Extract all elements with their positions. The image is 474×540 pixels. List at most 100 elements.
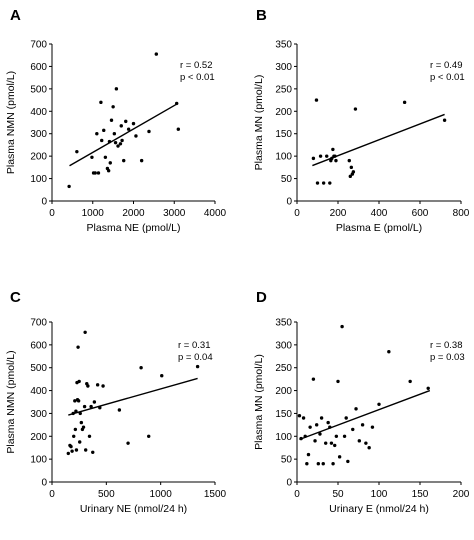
panel-d-data-point [306,452,311,457]
panel-d-x-tick-label: 0 [294,489,300,500]
panel-b-data-point [311,156,316,161]
panel-c-data-point [82,404,87,409]
panel-b-data-point [333,154,337,158]
panel-d-data-point [377,402,381,406]
panel-a-data-point [107,139,112,144]
panel-d-data-point [351,427,355,432]
panel-d-data-point [426,386,430,390]
panel-c-data-point [83,448,88,452]
panel-c-data-point [76,345,80,349]
panel-a-data-point [100,138,104,143]
panel-d-data-point [367,446,371,450]
panel-a-letter: A [10,7,21,24]
panel-c-data-point [92,400,97,404]
panel-c-data-point [74,448,79,452]
panel-a-regression-line [69,102,179,167]
panel-c-data-point [160,374,164,378]
panel-a-data-point [93,171,97,175]
panel-c-x-axis-label: Urinary NE (nmol/24 h) [80,503,187,515]
panel-d-data-point [408,379,412,384]
panel-b-data-point [347,158,351,163]
panel-a-y-tick-label: 100 [30,174,47,185]
panel-c-y-tick-label: 0 [41,478,47,489]
panel-a-y-tick-label: 500 [30,84,47,95]
panel-c-data-point [73,399,77,403]
panel-c-r-value: r = 0.31 [178,340,210,351]
panel-c-y-tick-label: 600 [30,340,47,351]
panel-c-p-value: p = 0.04 [178,352,213,363]
panel-c-y-tick-label: 100 [30,455,47,466]
panel-b-y-tick-label: 250 [275,84,292,95]
panel-b-r-value: r = 0.49 [430,60,462,71]
panel-a-data-point [103,155,108,159]
panel-b-data-point [321,181,326,185]
panel-c-data-point [87,434,92,438]
panel-d-data-point [324,441,328,445]
panel-d-x-tick-label: 200 [453,489,470,500]
panel-c-data-point [70,449,74,453]
panel-b-data-point [331,147,335,152]
panel-d-data-point [318,432,322,436]
panel-d-data-point [357,439,362,443]
panel-d-data-point [299,436,303,441]
panel-d-letter: D [256,289,267,306]
panel-a-data-point [67,184,71,189]
panel-b-x-axis-label: Plasma E (pmol/L) [336,222,422,234]
panel-d-data-point [319,416,324,420]
panel-d-y-tick-label: 150 [275,409,292,420]
panel-c-data-point [77,379,81,384]
panel-b-x-tick-label: 400 [371,208,388,219]
panel-d-x-tick-label: 50 [332,489,344,500]
panel-a-data-point [126,127,131,131]
panel-a-data-point [99,100,103,105]
panel-b-data-point [334,158,338,163]
panel-d-data-point [329,441,334,445]
panel-c-data-point [69,444,73,449]
panel-b-x-tick-label: 0 [294,208,300,219]
panel-c-y-tick-label: 300 [30,409,47,420]
panel-d-y-tick-label: 350 [275,318,292,329]
panel-c-x-tick-label: 0 [49,489,55,500]
panel-d-y-tick-label: 0 [286,478,292,489]
panel-c-x-tick-label: 1000 [150,489,173,500]
panel-a-data-point [111,105,115,109]
panel-d-data-point [334,434,339,438]
panel-c-data-point [147,434,151,438]
panel-d-x-axis-label: Urinary E (nmol/24 h) [329,503,429,515]
panel-d-data-point [331,462,335,466]
panel-d-y-tick-label: 250 [275,363,292,374]
panel-b-data-point [348,174,352,179]
panel-c-data-point [81,425,86,429]
panel-c-data-point [83,330,87,334]
panel-c-regression-line [68,377,198,416]
panel-a-x-tick-label: 0 [49,208,55,219]
panel-d-y-tick-label: 50 [281,455,293,466]
panel-b-letter: B [256,7,267,24]
panel-d-data-point [344,416,348,420]
panel-c-data-point [73,427,78,432]
panel-d-y-tick-label: 200 [275,386,292,397]
panel-a-x-tick-label: 4000 [204,208,227,219]
panel-a-data-point [102,128,106,133]
panel-b-x-tick-label: 600 [412,208,429,219]
panel-a-data-point [112,132,117,136]
panel-a-data-point [114,87,119,91]
panel-d-y-tick-label: 300 [275,340,292,351]
panel-d-data-point [342,434,347,438]
panel-d-p-value: p = 0.03 [430,352,465,363]
panel-d-data-point [336,379,340,384]
panel-d-data-point [313,439,317,443]
panel-a-x-tick-label: 2000 [122,208,145,219]
panel-c-data-point [78,440,82,444]
panel-b-data-point [349,165,354,170]
panel-a-y-tick-label: 600 [30,62,47,73]
panel-a-y-axis-label: Plasma NMN (pmol/L) [5,71,17,174]
panel-a-data-point [134,134,138,138]
panel-a-data-point [106,169,111,173]
panel-c-y-tick-label: 500 [30,363,47,374]
panel-a-data-point [119,124,123,128]
panel-a-p-value: p < 0.01 [180,72,215,83]
panel-b-data-point [314,98,319,102]
panel-d-data-point [337,455,342,459]
panel-c-y-axis-label: Plasma NMN (pmol/L) [5,350,17,453]
